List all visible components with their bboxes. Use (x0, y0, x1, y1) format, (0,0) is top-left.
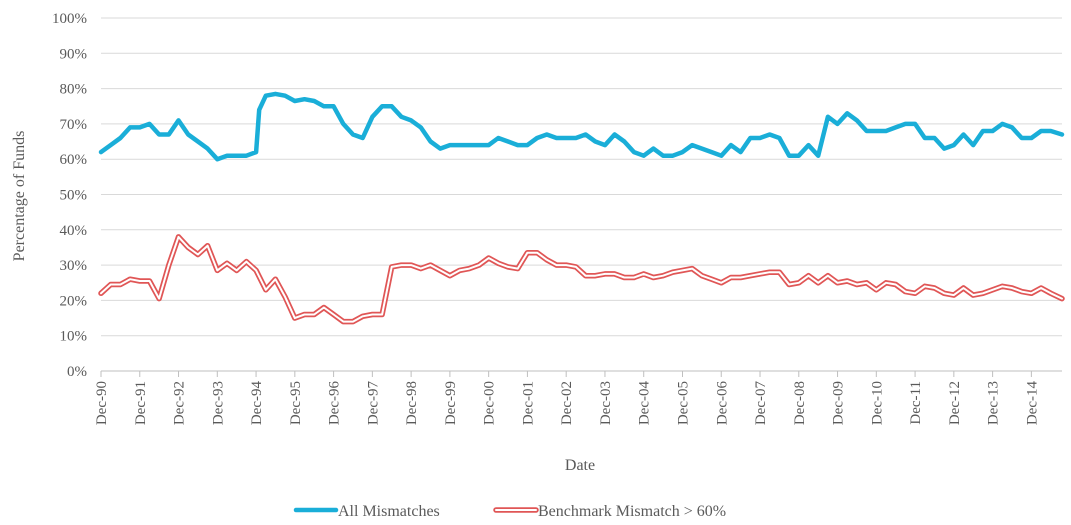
y-tick-label: 70% (60, 117, 88, 133)
x-tick-label: Dec-14 (1024, 381, 1040, 426)
series-line-all-mismatches (98, 91, 1065, 162)
y-tick-label: 20% (60, 293, 88, 309)
y-axis-ticks: 0% 10% 20% 30% 40% 50% 60% 70% 80% 90% 100% (52, 11, 87, 380)
x-tick-label: Dec-11 (908, 381, 924, 425)
gridlines (101, 17, 1062, 337)
legend-label: Benchmark Mismatch > 60% (538, 503, 726, 520)
x-tick-label: Dec-91 (133, 381, 149, 425)
x-tick-label: Dec-99 (443, 381, 459, 425)
y-axis-title: Percentage of Funds (11, 131, 28, 262)
y-tick-label: 40% (60, 223, 88, 239)
x-tick-label: Dec-07 (753, 381, 769, 426)
x-tick-label: Dec-96 (327, 381, 343, 426)
y-tick-label: 0% (67, 364, 87, 380)
x-tick-label: Dec-04 (637, 381, 653, 426)
x-tick-label: Dec-08 (792, 381, 808, 425)
y-tick-label: 100% (52, 11, 87, 27)
y-tick-label: 10% (60, 329, 88, 345)
x-tick-label: Dec-95 (288, 381, 304, 425)
x-tick-label: Dec-90 (94, 381, 110, 425)
x-tick-label: Dec-05 (675, 381, 691, 425)
x-tick-label: Dec-98 (404, 381, 420, 425)
x-tick-label: Dec-12 (947, 381, 963, 425)
series-line-benchmark-mismatch-60-inner (100, 235, 1063, 323)
x-tick-label: Dec-03 (598, 381, 614, 425)
legend-label: All Mismatches (338, 503, 440, 520)
x-tick-label: Dec-09 (831, 381, 847, 425)
x-tick-label: Dec-06 (714, 381, 730, 426)
y-tick-label: 30% (60, 258, 88, 274)
legend-entry-2: Benchmark Mismatch > 60% (493, 503, 726, 520)
x-tick-label: Dec-93 (210, 381, 226, 425)
x-axis-ticks: Dec-90 Dec-91 Dec-92 Dec-93 Dec-94 Dec-95 Dec-… (94, 371, 1040, 425)
x-tick-label: Dec-94 (249, 381, 265, 426)
x-tick-label: Dec-13 (986, 381, 1002, 425)
x-tick-label: Dec-92 (172, 381, 188, 425)
x-tick-label: Dec-01 (520, 381, 536, 425)
x-tick-label: Dec-00 (482, 381, 498, 425)
series-line-benchmark-mismatch-60 (98, 234, 1065, 325)
x-tick-label: Dec-02 (559, 381, 575, 425)
x-axis-title: Date (565, 457, 595, 474)
y-tick-label: 90% (60, 46, 88, 62)
series-line-benchmark-mismatch-60-outer (98, 234, 1065, 325)
x-tick-label: Dec-10 (869, 381, 885, 425)
legend-entry-1: All Mismatches (293, 503, 440, 520)
x-tick-label: Dec-97 (365, 381, 381, 426)
y-tick-label: 50% (60, 188, 88, 204)
y-tick-label: 80% (60, 82, 88, 98)
y-tick-label: 60% (60, 152, 88, 168)
series-lines (98, 91, 1065, 325)
legend: All Mismatches Benchmark Mismatch > 60% (293, 503, 726, 520)
